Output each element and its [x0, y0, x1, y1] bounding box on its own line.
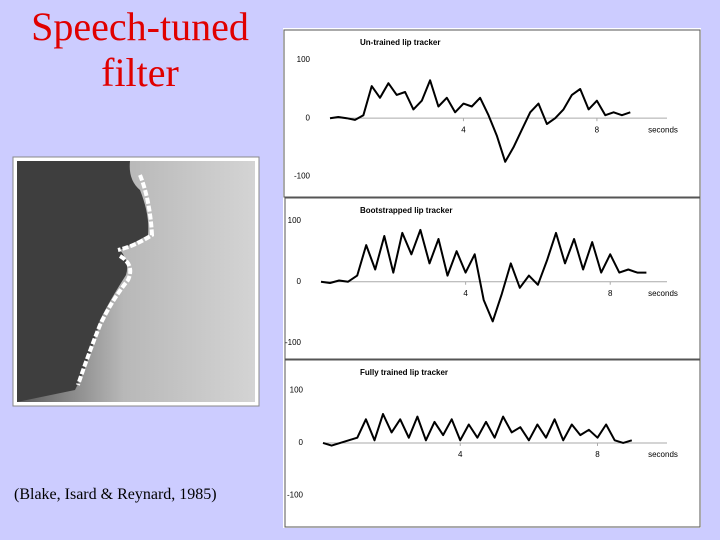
- x-tick-label: 4: [458, 450, 463, 459]
- chart-title: Bootstrapped lip tracker: [360, 206, 452, 215]
- trace: [322, 413, 633, 447]
- x-axis-label: seconds: [648, 289, 678, 298]
- chart-title: Fully trained lip tracker: [360, 368, 448, 377]
- x-axis-label: seconds: [648, 450, 678, 459]
- chart-panel: [283, 29, 701, 198]
- y-tick-label: 0: [297, 277, 302, 286]
- x-tick-label: 4: [463, 289, 468, 298]
- face-profile: [17, 161, 149, 402]
- chart-title: Un-trained lip tracker: [360, 38, 440, 47]
- x-tick-label: 8: [595, 125, 600, 134]
- x-tick-label: 4: [461, 125, 466, 134]
- y-tick-label: -100: [285, 338, 302, 347]
- x-tick-label: 8: [595, 450, 600, 459]
- chart-panel: [284, 197, 701, 360]
- y-tick-label: 0: [306, 113, 311, 122]
- contour: [76, 174, 155, 386]
- y-tick-label: 100: [290, 385, 304, 394]
- y-tick-label: 100: [297, 55, 311, 64]
- x-axis-label: seconds: [648, 125, 678, 134]
- y-tick-label: 0: [299, 438, 304, 447]
- y-tick-label: -100: [294, 171, 311, 180]
- trace: [320, 228, 647, 323]
- slide-title: Speech-tuned filter: [31, 4, 249, 95]
- citation: (Blake, Isard & Reynard, 1985): [14, 486, 217, 503]
- trace: [329, 79, 631, 163]
- chart-panel: [284, 359, 701, 528]
- y-tick-label: -100: [287, 491, 304, 500]
- y-tick-label: 100: [288, 216, 302, 225]
- charts: Un-trained lip tracker -100 0 100 4 8 seconds B…: [283, 29, 701, 528]
- x-tick-label: 8: [608, 289, 613, 298]
